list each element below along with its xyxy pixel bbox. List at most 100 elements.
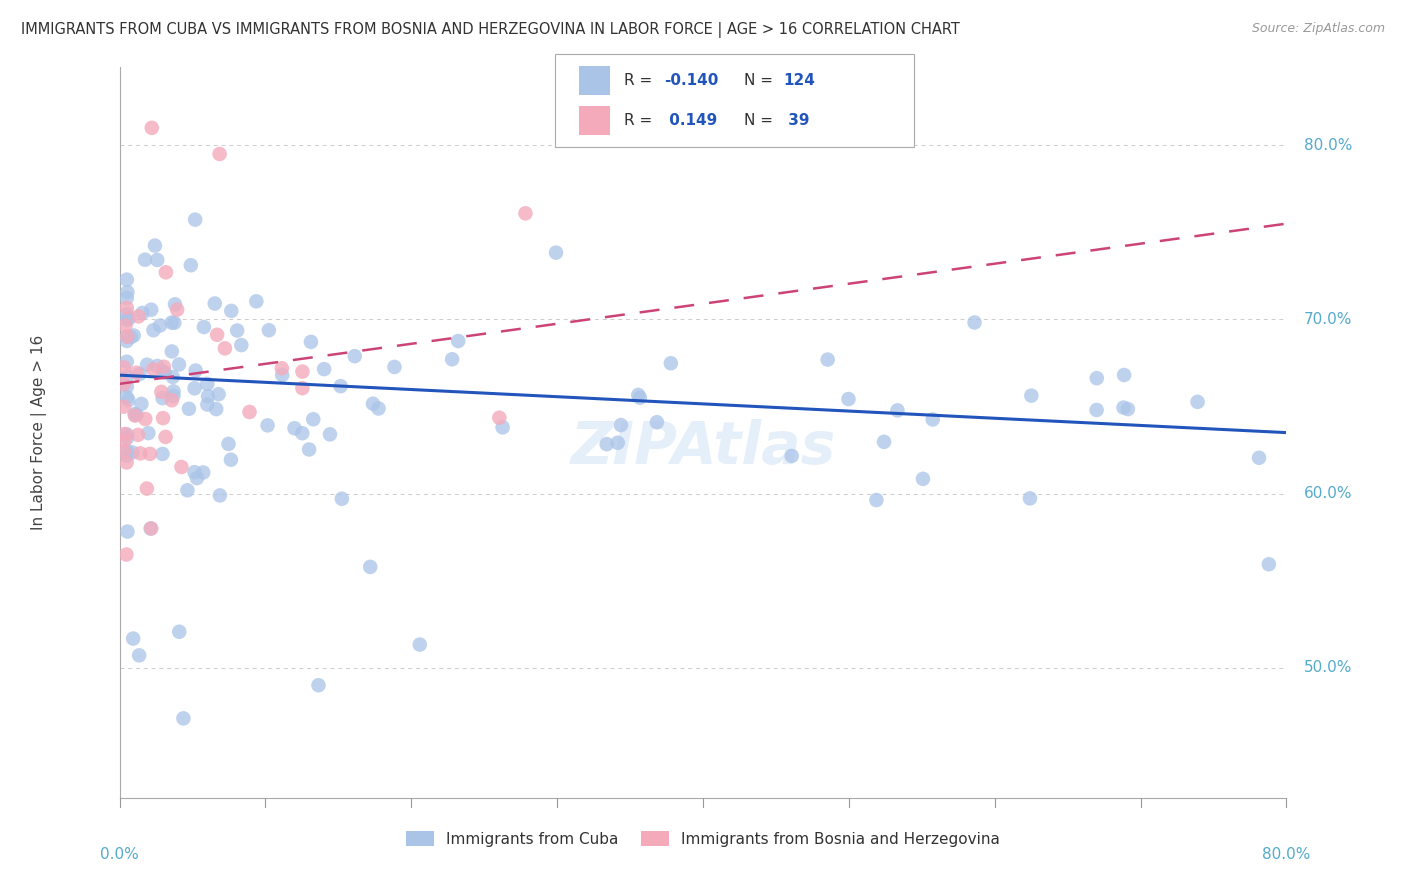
- Point: [921, 412, 943, 426]
- Text: 0.149: 0.149: [664, 113, 717, 128]
- Text: In Labor Force | Age > 16: In Labor Force | Age > 16: [31, 335, 48, 530]
- Point: [136, 358, 159, 372]
- Text: 50.0%: 50.0%: [1303, 660, 1353, 675]
- Point: [659, 356, 682, 370]
- Point: [219, 452, 242, 467]
- Point: [183, 381, 205, 395]
- Point: [115, 301, 138, 315]
- Point: [515, 206, 537, 220]
- Point: [205, 402, 228, 417]
- Point: [172, 711, 194, 725]
- Point: [115, 455, 138, 469]
- Point: [153, 359, 176, 374]
- Point: [1085, 403, 1108, 417]
- Text: 60.0%: 60.0%: [1303, 486, 1353, 501]
- Point: [207, 387, 229, 401]
- Point: [125, 408, 148, 422]
- Point: [873, 434, 896, 449]
- Point: [134, 412, 156, 426]
- Text: 70.0%: 70.0%: [1303, 312, 1353, 327]
- Point: [162, 384, 184, 399]
- Point: [544, 245, 567, 260]
- Point: [115, 449, 138, 463]
- Point: [150, 384, 173, 399]
- Point: [291, 381, 314, 395]
- Point: [1019, 491, 1042, 506]
- Point: [245, 294, 267, 309]
- Text: ZIPAtlas: ZIPAtlas: [571, 418, 835, 475]
- Point: [143, 238, 166, 252]
- Point: [627, 388, 650, 402]
- Point: [115, 354, 138, 368]
- Point: [142, 362, 165, 376]
- Point: [146, 359, 169, 373]
- Point: [160, 344, 183, 359]
- Point: [208, 147, 231, 161]
- Point: [256, 418, 278, 433]
- Point: [114, 427, 136, 442]
- Point: [610, 418, 633, 433]
- Point: [176, 483, 198, 498]
- Text: 39: 39: [783, 113, 810, 128]
- Point: [141, 521, 163, 535]
- Point: [115, 272, 138, 286]
- Legend: Immigrants from Cuba, Immigrants from Bosnia and Herzegovina: Immigrants from Cuba, Immigrants from Bo…: [401, 825, 1005, 853]
- Text: 0.0%: 0.0%: [100, 847, 139, 862]
- Point: [1021, 389, 1043, 403]
- Point: [162, 389, 184, 403]
- Point: [152, 391, 174, 405]
- Point: [129, 446, 152, 460]
- Point: [219, 304, 242, 318]
- Point: [628, 391, 651, 405]
- Point: [319, 427, 342, 442]
- Point: [1187, 395, 1209, 409]
- Point: [447, 334, 470, 348]
- Point: [115, 380, 138, 394]
- Point: [112, 400, 135, 414]
- Point: [645, 415, 668, 429]
- Point: [162, 370, 184, 384]
- Point: [112, 376, 135, 391]
- Point: [298, 442, 321, 457]
- Point: [152, 365, 174, 379]
- Point: [314, 362, 336, 376]
- Point: [361, 397, 384, 411]
- Point: [170, 460, 193, 475]
- Point: [142, 323, 165, 337]
- Text: Source: ZipAtlas.com: Source: ZipAtlas.com: [1251, 22, 1385, 36]
- Text: 124: 124: [783, 73, 815, 87]
- Point: [329, 379, 352, 393]
- Text: N =: N =: [744, 113, 778, 128]
- Point: [195, 376, 218, 391]
- Point: [865, 493, 887, 508]
- Point: [163, 316, 186, 330]
- Point: [384, 359, 406, 374]
- Point: [205, 327, 228, 342]
- Point: [115, 548, 138, 562]
- Point: [177, 401, 200, 416]
- Point: [160, 393, 183, 408]
- Point: [115, 427, 138, 442]
- Point: [231, 338, 253, 352]
- Point: [167, 358, 190, 372]
- Point: [367, 401, 389, 416]
- Point: [204, 296, 226, 310]
- Point: [124, 407, 146, 421]
- Point: [1247, 450, 1270, 465]
- Text: 80.0%: 80.0%: [1303, 137, 1353, 153]
- Point: [488, 410, 510, 425]
- Point: [195, 397, 218, 411]
- Point: [153, 366, 176, 380]
- Point: [1116, 402, 1139, 417]
- Point: [139, 522, 162, 536]
- Point: [1112, 368, 1135, 382]
- Text: IMMIGRANTS FROM CUBA VS IMMIGRANTS FROM BOSNIA AND HERZEGOVINA IN LABOR FORCE | : IMMIGRANTS FROM CUBA VS IMMIGRANTS FROM …: [21, 22, 960, 38]
- Point: [115, 369, 138, 384]
- Point: [139, 447, 162, 461]
- Point: [124, 409, 146, 423]
- Point: [149, 318, 172, 333]
- Point: [217, 437, 239, 451]
- Point: [163, 297, 186, 311]
- Point: [491, 420, 513, 434]
- Point: [1112, 401, 1135, 415]
